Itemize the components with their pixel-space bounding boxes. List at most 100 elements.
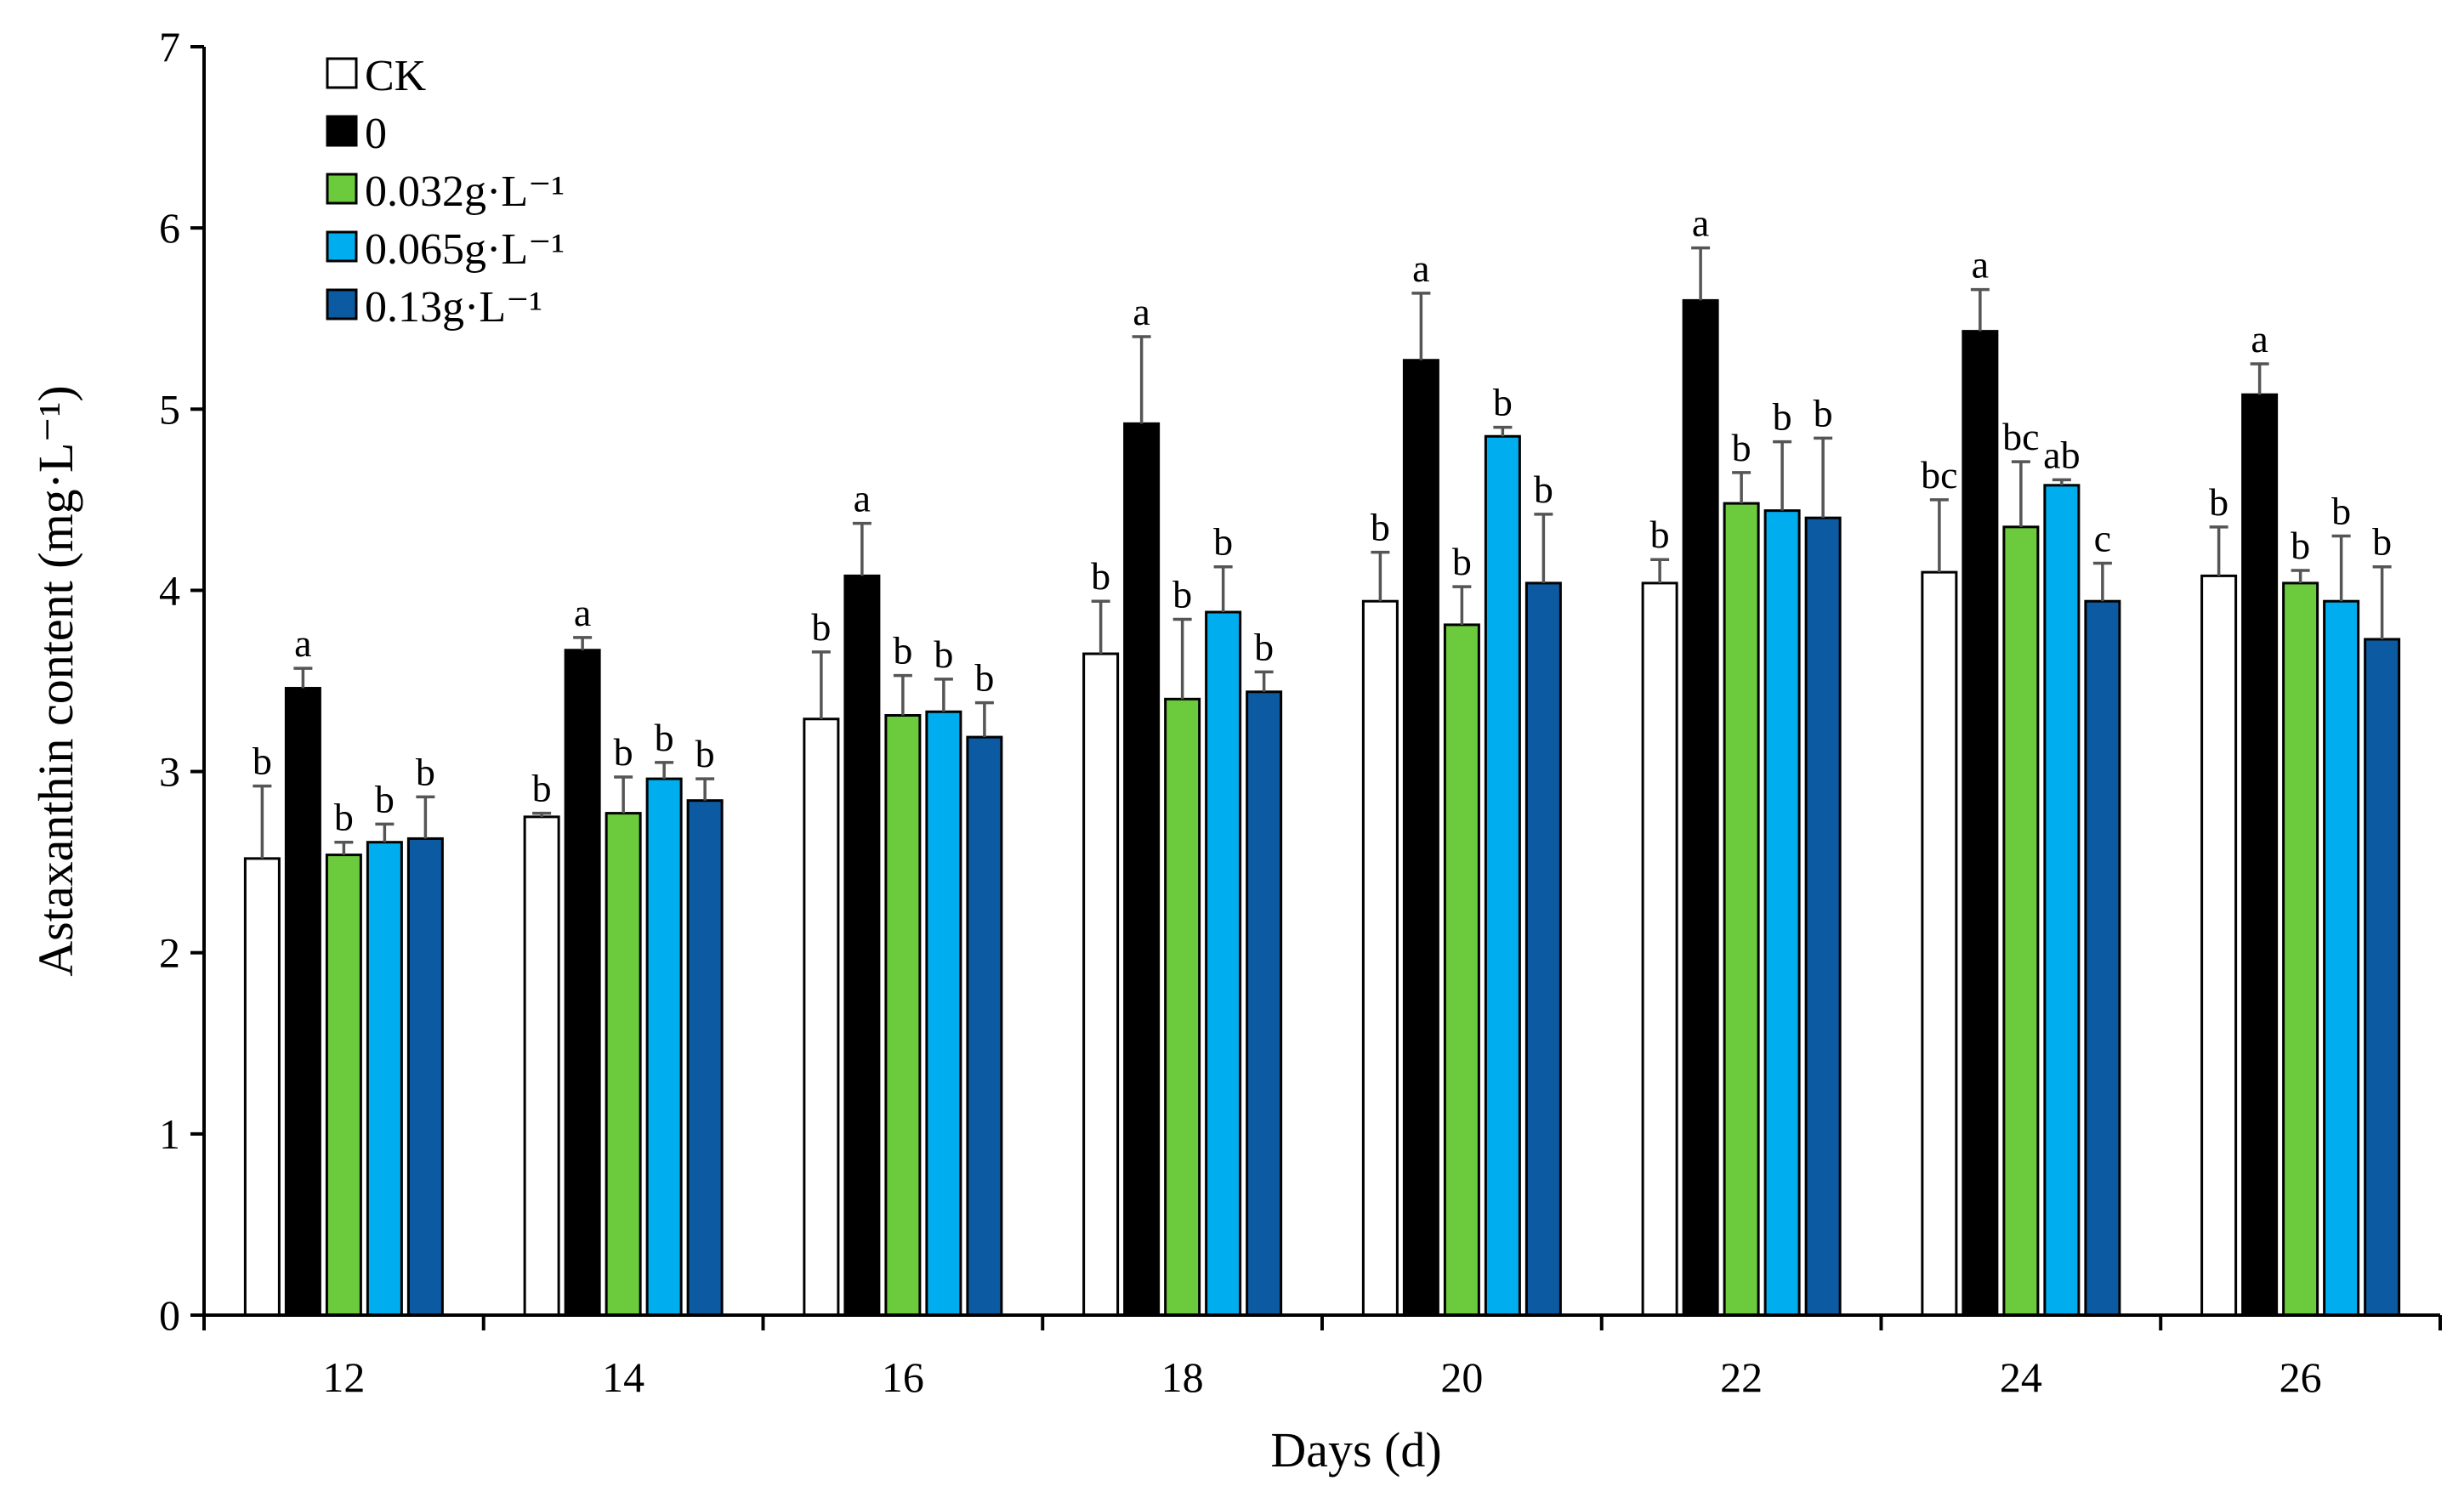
significance-label: a — [1133, 290, 1150, 333]
significance-label: b — [2331, 489, 2351, 532]
bar — [1763, 509, 1801, 1317]
significance-label: a — [2251, 317, 2268, 360]
significance-label: a — [1692, 201, 1709, 245]
y-axis-title: Astaxanthin content (mg·L⁻¹) — [28, 385, 83, 977]
significance-label: b — [1534, 468, 1553, 511]
error-bars-layer — [253, 246, 2392, 859]
bar — [1443, 623, 1480, 1317]
bar — [1804, 516, 1842, 1317]
x-tick-label: 16 — [882, 1353, 924, 1401]
significance-label: a — [854, 477, 871, 520]
bar — [1402, 359, 1439, 1317]
significance-label: b — [1371, 506, 1390, 549]
significance-label: b — [811, 605, 831, 649]
significance-label: a — [1972, 243, 1989, 286]
x-axis-title: Days (d) — [1270, 1422, 1441, 1477]
significance-label: ab — [2043, 433, 2080, 476]
y-ticks-layer: 0 1 2 3 4 5 6 7 — [159, 23, 204, 1339]
bar — [1962, 330, 1999, 1317]
bar — [1246, 690, 1283, 1317]
significance-label: b — [1091, 554, 1110, 598]
bar — [406, 837, 444, 1317]
significance-label: b — [614, 730, 633, 774]
significance-label: b — [532, 767, 552, 810]
legend-label: 0 — [365, 110, 387, 158]
legend-swatch — [326, 173, 358, 205]
y-tick-label: 2 — [159, 929, 180, 977]
legend-label: 0.13g·L⁻¹ — [365, 283, 542, 332]
bar — [1524, 581, 1562, 1317]
x-ticks-layer: 12 14 16 18 20 22 24 26 — [202, 1315, 2442, 1401]
significance-label: b — [974, 656, 994, 700]
bar — [284, 687, 321, 1317]
significance-label: b — [934, 632, 953, 676]
bar — [2002, 525, 2040, 1317]
bar — [2241, 393, 2279, 1317]
x-tick-label: 24 — [2000, 1353, 2042, 1401]
significance-label: b — [1213, 520, 1233, 564]
legend-swatch — [326, 230, 358, 263]
bar — [645, 777, 683, 1317]
bar — [605, 812, 642, 1317]
significance-label: a — [574, 591, 591, 634]
significance-label: b — [2372, 520, 2392, 564]
legend-label: 0.032g·L⁻¹ — [365, 167, 565, 216]
bar — [884, 713, 922, 1317]
significance-label: b — [2291, 524, 2310, 567]
significance-label: b — [416, 750, 435, 793]
significance-label: b — [1254, 625, 1274, 668]
significance-label: bc — [2002, 415, 2039, 458]
bar — [2323, 599, 2360, 1317]
significance-label: b — [253, 740, 272, 783]
bar — [1921, 570, 1958, 1317]
y-tick-label: 7 — [159, 23, 180, 71]
bar — [686, 799, 724, 1317]
y-tick-label: 3 — [159, 748, 180, 796]
bar — [366, 841, 403, 1317]
legend-swatch — [326, 288, 358, 320]
bar — [1682, 298, 1719, 1317]
bar — [803, 717, 840, 1317]
bar — [2043, 484, 2081, 1317]
legend-swatch — [326, 57, 358, 89]
significance-label: b — [1172, 573, 1192, 616]
bar — [1205, 610, 1242, 1317]
y-tick-label: 6 — [159, 204, 180, 252]
bar — [843, 574, 881, 1317]
bar — [1641, 581, 1678, 1317]
bar — [925, 710, 962, 1317]
y-tick-label: 4 — [159, 566, 180, 614]
y-tick-label: 0 — [159, 1291, 180, 1339]
x-tick-label: 20 — [1440, 1353, 1483, 1401]
significance-label: b — [1493, 381, 1513, 424]
y-tick-label: 1 — [159, 1110, 180, 1158]
significance-label: b — [1814, 391, 1833, 434]
bar — [2282, 581, 2319, 1317]
significance-label: b — [695, 732, 715, 775]
x-tick-label: 14 — [602, 1353, 644, 1401]
significance-label: a — [1412, 247, 1429, 290]
bar — [1123, 422, 1161, 1317]
bar — [966, 735, 1003, 1317]
y-tick-label: 5 — [159, 385, 180, 433]
x-tick-label: 18 — [1161, 1353, 1204, 1401]
significance-label: b — [893, 629, 912, 672]
significance-label: b — [655, 716, 674, 759]
x-tick-label: 12 — [322, 1353, 365, 1401]
bar — [325, 854, 362, 1317]
bar — [243, 857, 281, 1317]
bar — [2200, 574, 2238, 1317]
bar — [1082, 652, 1120, 1317]
bar — [1484, 434, 1521, 1317]
bar — [1723, 502, 1760, 1317]
significance-label: a — [294, 621, 311, 665]
bar — [564, 649, 601, 1317]
significance-label: bc — [1921, 453, 1957, 496]
bar — [1164, 697, 1201, 1317]
bar — [523, 815, 560, 1317]
legend-label: 0.065g·L⁻¹ — [365, 225, 565, 274]
significance-label: b — [1732, 426, 1751, 469]
